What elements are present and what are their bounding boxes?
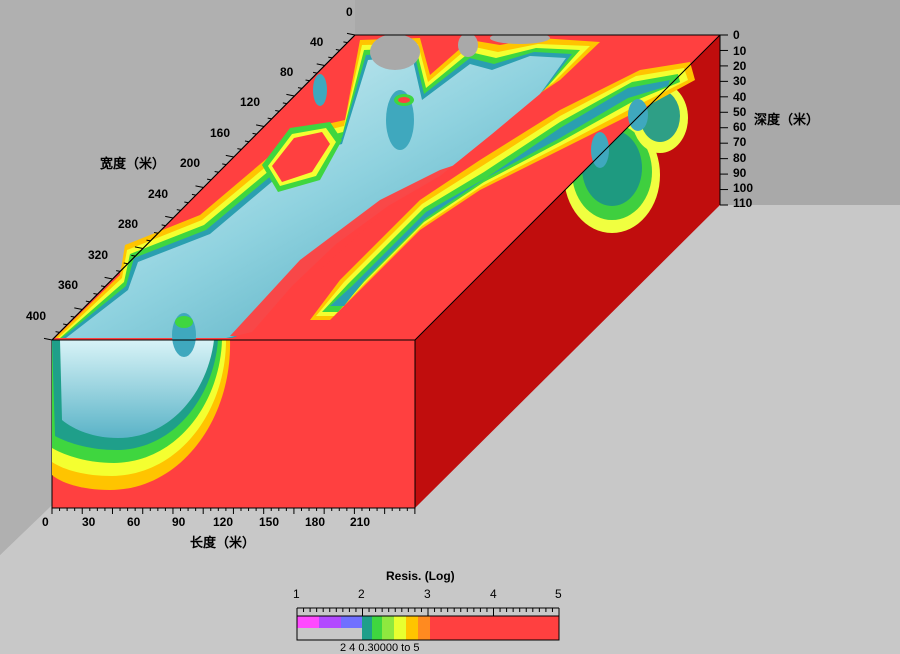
axis-tick-mark	[195, 185, 204, 188]
legend-tick: 5	[555, 587, 562, 601]
axis-tick-mark	[313, 71, 318, 74]
axis-tick-mark	[165, 215, 174, 219]
width-axis-label: 宽度（米）	[100, 156, 166, 171]
width-tick: 160	[210, 126, 231, 140]
width-tick: 40	[310, 35, 324, 49]
depth-tick: 60	[733, 120, 747, 134]
length-axis-label: 长度（米）	[190, 535, 256, 550]
legend-range-text: 2 4 0.30000 to 5	[340, 642, 420, 654]
length-tick: 120	[213, 515, 234, 529]
axis-tick-mark	[55, 331, 60, 333]
depth-tick: 10	[733, 44, 747, 58]
legend-tick: 2	[358, 587, 365, 601]
length-tick: 180	[305, 515, 326, 529]
length-tick: 0	[42, 515, 49, 529]
axis-tick-mark	[206, 178, 212, 181]
width-tick: 80	[280, 65, 294, 79]
length-tick: 150	[259, 515, 280, 529]
depth-axis	[719, 34, 728, 206]
legend-colorbar	[296, 607, 560, 641]
axis-tick-mark	[256, 124, 265, 127]
axis-tick-mark	[267, 117, 272, 120]
length-tick: 60	[127, 515, 141, 529]
axis-tick-mark	[222, 163, 227, 166]
axis-tick-mark	[100, 285, 106, 288]
axis-tick-mark	[104, 276, 113, 280]
length-axis	[51, 507, 416, 514]
width-tick: 400	[26, 309, 47, 323]
width-tick: 200	[180, 156, 201, 170]
depth-tick: 70	[733, 135, 747, 149]
depth-tick: 90	[733, 166, 747, 180]
axis-tick-mark	[286, 93, 295, 97]
axis-tick-mark	[316, 63, 325, 66]
width-tick: 320	[88, 248, 109, 262]
axis-tick-mark	[134, 246, 143, 249]
top-face-anomaly	[55, 32, 695, 357]
axis-tick-mark	[244, 140, 250, 143]
front-face-anomaly	[52, 340, 231, 490]
axis-tick-mark	[275, 109, 280, 112]
axis-tick-mark	[176, 209, 181, 211]
axis-tick-mark	[63, 323, 68, 326]
legend-tick: 3	[424, 587, 431, 601]
axis-tick-mark	[343, 41, 348, 44]
width-axis	[43, 32, 356, 341]
depth-tick: 0	[733, 28, 740, 42]
axis-tick-mark	[43, 337, 53, 341]
legend-title: Resis. (Log)	[386, 569, 455, 583]
depth-axis-label: 深度（米）	[754, 112, 820, 127]
depth-tick: 80	[733, 151, 747, 165]
depth-tick: 110	[733, 196, 753, 210]
width-tick: 120	[240, 95, 261, 109]
left-wall	[0, 0, 355, 555]
axis-tick-mark	[237, 148, 242, 150]
depth-tick: 20	[733, 59, 747, 73]
axis-tick-mark	[335, 48, 340, 51]
axis-tick-mark	[184, 201, 189, 204]
axis-tick-mark	[214, 170, 219, 173]
axis-tick-mark	[74, 307, 83, 310]
depth-tick: 40	[733, 90, 747, 104]
depth-tick: 100	[733, 181, 754, 195]
length-tick: 90	[172, 515, 186, 529]
axis-tick-mark	[328, 56, 333, 59]
axis-tick-mark	[85, 300, 90, 303]
width-tick: 360	[58, 278, 79, 292]
length-tick: 210	[350, 515, 371, 529]
axis-tick-mark	[153, 231, 159, 234]
legend-tick: 1	[293, 587, 300, 601]
depth-tick: 50	[733, 105, 747, 119]
background-walls	[0, 0, 900, 555]
axis-tick-mark	[123, 262, 128, 265]
axis-tick-mark	[305, 79, 310, 82]
axis-tick-mark	[282, 102, 287, 105]
axis-tick-mark	[93, 292, 98, 295]
axis-tick-mark	[225, 154, 234, 158]
depth-tick: 30	[733, 74, 747, 88]
axis-tick-mark	[70, 315, 75, 318]
axis-tick-mark	[297, 87, 303, 89]
length-tick: 30	[82, 515, 96, 529]
axis-tick-mark	[116, 270, 121, 272]
legend-tick: 4	[490, 587, 497, 601]
axis-tick-mark	[146, 239, 151, 242]
axis-tick-mark	[131, 254, 136, 257]
axis-tick-mark	[191, 193, 197, 196]
width-tick: 280	[118, 217, 139, 231]
width-tick: 240	[148, 187, 169, 201]
axis-tick-mark	[346, 32, 356, 36]
axis-tick-mark	[161, 224, 166, 227]
width-tick: 0	[346, 5, 353, 19]
axis-tick-mark	[252, 132, 257, 135]
